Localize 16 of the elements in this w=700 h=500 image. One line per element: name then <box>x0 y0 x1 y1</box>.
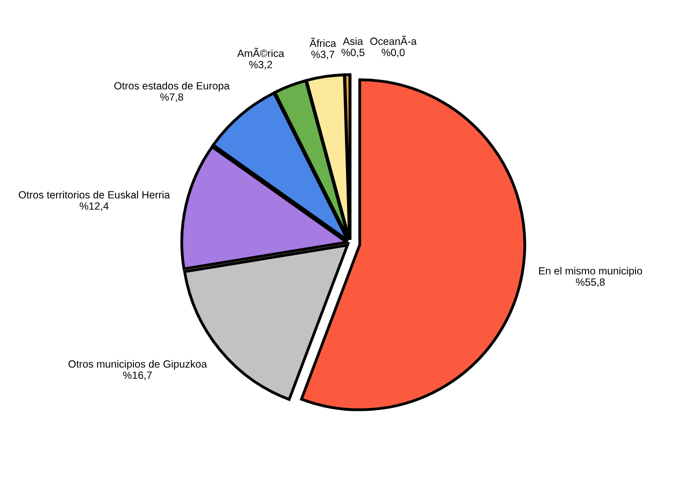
category-label: OceanÃ-a <box>370 36 417 45</box>
slice-label: Asia <box>342 37 364 45</box>
data-label: %0,5 <box>341 48 364 58</box>
slice-label: Otros municipios de Gipuzkoa <box>68 360 207 370</box>
data-label: %16,7 <box>123 372 152 380</box>
data-label: %3,7 <box>311 50 334 60</box>
data-label: %7,8 <box>160 93 184 102</box>
slice-label: AmÃ©rica <box>237 48 284 58</box>
slice-label: En el mismo municipio <box>539 266 642 277</box>
data-label: %3,2 <box>249 60 272 70</box>
slice-label: Otros territorios de Euskal Herria <box>18 190 170 198</box>
data-label: %55,8 <box>576 278 605 287</box>
text: %0,0 <box>382 48 405 58</box>
data-label: %12,4 <box>80 202 109 211</box>
slice-label: Otros estados de Europa <box>114 82 230 92</box>
slice-label: Ãfrica <box>310 38 336 47</box>
